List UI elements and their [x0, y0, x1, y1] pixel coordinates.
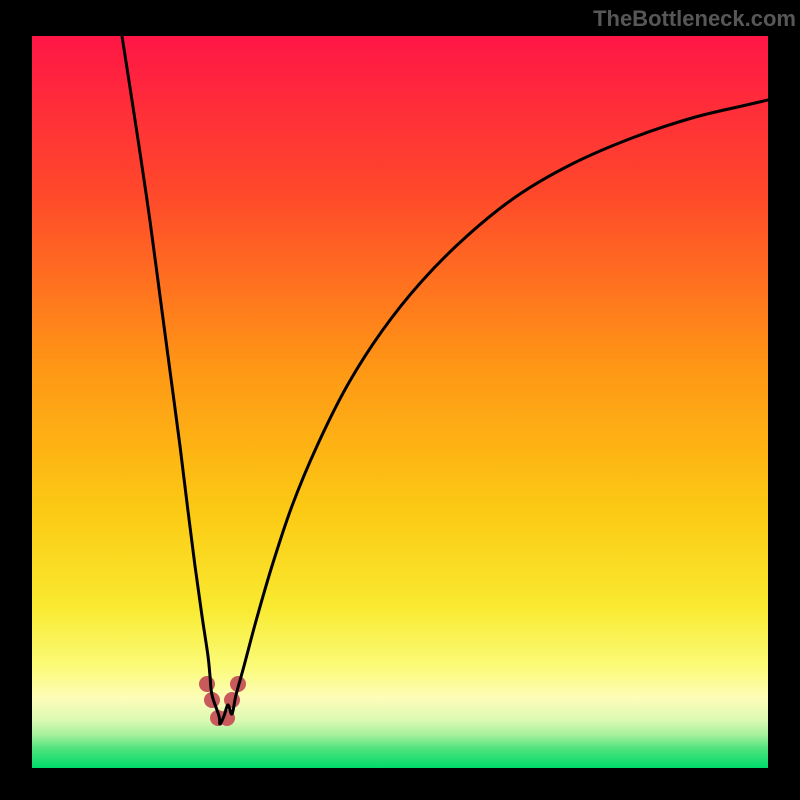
- watermark-text: TheBottleneck.com: [593, 6, 796, 32]
- chart-svg: [32, 36, 768, 768]
- figure-root: TheBottleneck.com: [0, 0, 800, 800]
- plot-area: [32, 36, 768, 768]
- gradient-background: [32, 36, 768, 768]
